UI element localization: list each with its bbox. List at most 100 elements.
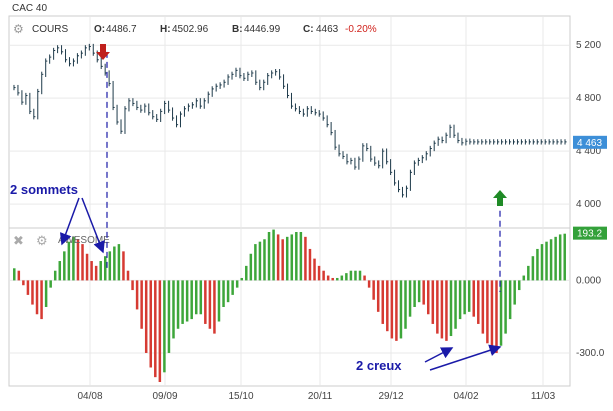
- peaks-arrow: [60, 197, 80, 246]
- oscillator-bar: [13, 268, 16, 281]
- header-high-value: 4502.96: [172, 24, 209, 35]
- oscillator-bar: [163, 280, 166, 373]
- oscillator-bar: [417, 280, 421, 303]
- oscillator-bar: [399, 280, 403, 339]
- oscillator-bar: [149, 280, 153, 368]
- oscillator-bar: [49, 280, 52, 288]
- oscillator-bar: [495, 280, 498, 353]
- oscillator-bar: [395, 280, 398, 341]
- oscillator-bar: [176, 280, 180, 329]
- price-series: [13, 43, 567, 198]
- oscillator-bar: [58, 261, 62, 281]
- header-high-key: H:: [160, 24, 171, 35]
- oscillator-bar: [108, 251, 112, 281]
- oscillator-bar: [53, 270, 57, 281]
- oscillator-bar: [522, 275, 526, 281]
- price-tick-label: 5 200: [576, 40, 601, 51]
- gear-icon[interactable]: ⚙: [36, 233, 48, 248]
- oscillator-bar: [281, 239, 284, 281]
- oscillator-bar: [317, 265, 321, 281]
- oscillator-bar: [449, 280, 453, 337]
- oscillator-panel-frame: [8, 227, 571, 387]
- x-tick-label: 15/10: [228, 391, 253, 402]
- oscillator-bar: [345, 273, 348, 281]
- oscillator-bar: [440, 280, 444, 339]
- oscillator-bar: [508, 280, 512, 320]
- header-low-key: B:: [232, 24, 243, 35]
- oscillator-bar: [240, 277, 243, 281]
- oscillator-bar: [154, 280, 157, 378]
- oscillator-bar: [454, 280, 457, 329]
- oscillator-bar: [85, 253, 89, 281]
- oscillator-bar: [90, 261, 93, 281]
- oscillator-bar: [140, 280, 143, 329]
- troughs-arrow: [429, 344, 502, 371]
- oscillator-bar: [499, 280, 503, 346]
- troughs-annotation: 2 creux: [356, 358, 402, 373]
- oscillator-bar: [22, 280, 25, 286]
- close-icon[interactable]: ✖: [13, 233, 24, 248]
- oscillator-bar: [222, 280, 225, 307]
- header-open-value: 4486.7: [106, 24, 137, 35]
- oscillator-bar: [40, 280, 43, 320]
- x-tick-label: 04/02: [453, 391, 478, 402]
- oscillator-bar: [122, 251, 125, 281]
- oscillator-bar: [249, 253, 253, 281]
- oscillator-bar: [135, 280, 139, 310]
- oscillator-tick-label: -300.0: [576, 348, 605, 359]
- oscillator-bar: [304, 236, 307, 281]
- oscillator-bar: [208, 280, 212, 329]
- oscillator-bar: [463, 280, 466, 315]
- last-price-label: 4 463: [577, 138, 602, 149]
- oscillator-bar: [540, 244, 544, 281]
- grid: [10, 17, 569, 385]
- oscillator-bar: [235, 280, 239, 288]
- oscillator-bar: [126, 270, 130, 281]
- price-tick-label: 4 000: [576, 199, 601, 210]
- chart-title: CAC 40: [12, 3, 47, 14]
- oscillator-bar: [336, 277, 339, 281]
- oscillator-bar: [144, 280, 148, 353]
- x-tick-label: 09/09: [152, 391, 177, 402]
- oscillator-bar: [258, 241, 262, 281]
- oscillator-bar: [172, 280, 175, 339]
- oscillator-bar: [31, 280, 34, 305]
- x-tick-label: 20/11: [308, 391, 333, 402]
- oscillator-bar: [44, 280, 48, 307]
- oscillator-bar: [299, 232, 303, 281]
- oscillator-bar: [35, 280, 39, 315]
- oscillator-bar: [563, 233, 566, 281]
- oscillator-bar: [554, 236, 557, 281]
- oscillator-bar: [267, 232, 271, 281]
- oscillator-bar: [276, 234, 280, 281]
- oscillator-bar: [290, 234, 294, 281]
- oscillator-bar: [513, 280, 516, 305]
- oscillator-bar: [199, 280, 203, 315]
- oscillator-bar: [372, 280, 375, 300]
- header-open-key: O:: [94, 24, 105, 35]
- oscillator-bar: [181, 280, 184, 324]
- oscillator-bar: [445, 280, 448, 341]
- oscillator-bar: [204, 280, 207, 324]
- oscillator-bar: [99, 261, 102, 281]
- oscillator-bar: [426, 280, 430, 315]
- peaks-annotation: 2 sommets: [10, 182, 78, 197]
- last-value-badge: [573, 226, 607, 240]
- oscillator-bar: [76, 239, 80, 281]
- oscillator-bar: [367, 280, 371, 288]
- oscillator-bar: [408, 280, 412, 317]
- oscillator-bar: [413, 280, 416, 307]
- gear-icon[interactable]: ⚙: [13, 22, 24, 36]
- oscillator-bar: [81, 244, 84, 281]
- oscillator-bar: [285, 236, 289, 281]
- oscillator-bar: [545, 241, 548, 281]
- up-arrow-icon: [493, 190, 507, 206]
- oscillator-bar: [386, 280, 389, 332]
- x-tick-label: 11/03: [531, 391, 556, 402]
- legend-cours[interactable]: ⚙ COURS: [13, 22, 68, 36]
- oscillator-bar: [245, 265, 248, 281]
- oscillator-bar: [404, 280, 407, 329]
- troughs-arrow: [424, 347, 454, 363]
- oscillator-bar: [326, 275, 330, 281]
